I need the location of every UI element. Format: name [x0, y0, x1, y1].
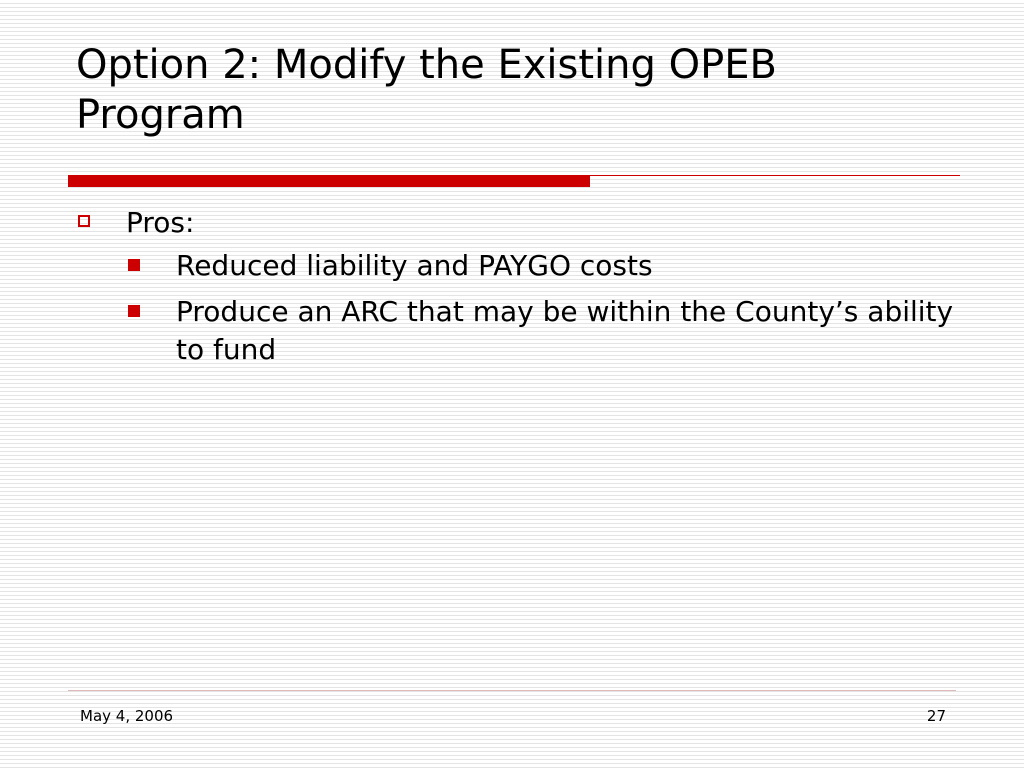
footer-divider — [68, 690, 956, 691]
sub-bullet-reduced-liability: Reduced liability and PAYGO costs — [126, 247, 956, 285]
sub-bullet-text: Reduced liability and PAYGO costs — [176, 249, 653, 282]
bullet-pros: Pros: Reduced liability and PAYGO costs … — [76, 205, 956, 369]
slide-number: 27 — [926, 707, 946, 725]
bullet-pros-label: Pros: — [126, 206, 195, 239]
footer-date: May 4, 2006 — [80, 707, 174, 725]
bullet-list: Pros: Reduced liability and PAYGO costs … — [76, 205, 956, 377]
filled-square-bullet-icon — [128, 305, 140, 317]
sub-bullet-produce-arc: Produce an ARC that may be within the Co… — [126, 293, 956, 369]
sub-bullet-text: Produce an ARC that may be within the Co… — [176, 295, 954, 366]
hollow-square-bullet-icon — [78, 215, 90, 227]
filled-square-bullet-icon — [128, 259, 140, 271]
sub-bullet-list: Reduced liability and PAYGO costs Produc… — [126, 247, 956, 369]
slide-title: Option 2: Modify the Existing OPEB Progr… — [76, 42, 777, 138]
title-divider-thick — [68, 175, 590, 187]
